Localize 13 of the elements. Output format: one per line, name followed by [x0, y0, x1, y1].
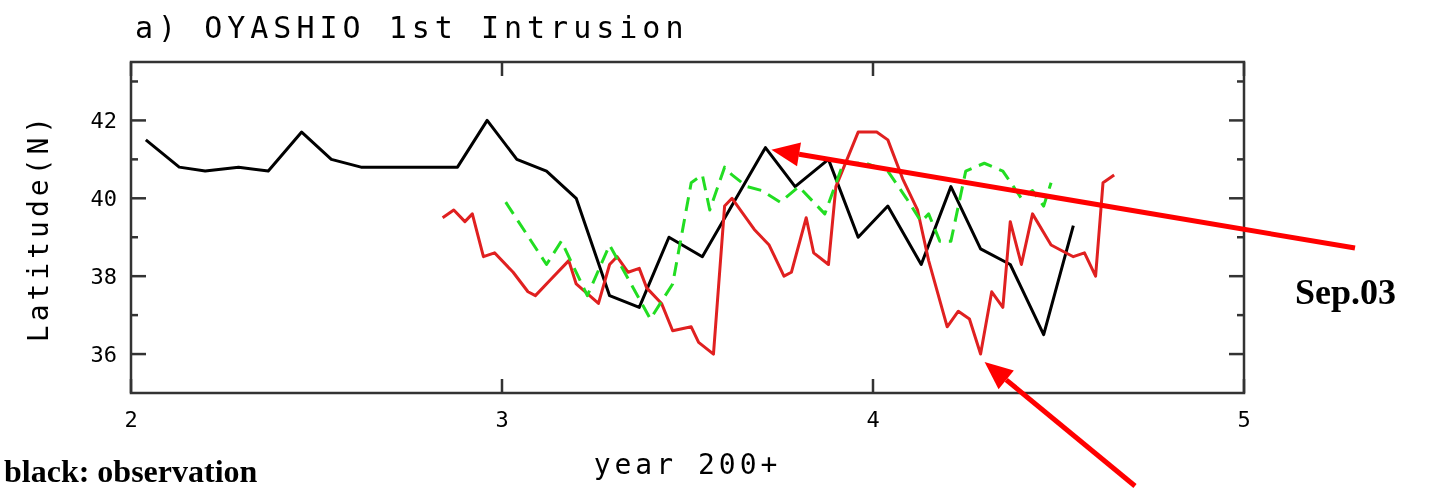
y-tick-label: 36	[90, 341, 117, 367]
x-tick-label: 2	[124, 407, 138, 432]
y-tick-label: 42	[90, 107, 117, 133]
text: black: observation	[4, 453, 258, 489]
y-axis-title: Latitude(N)	[22, 112, 55, 343]
x-axis-title: year 200+	[593, 448, 782, 481]
y-tick-label: 40	[90, 185, 117, 211]
x-tick-label: 5	[1237, 407, 1251, 432]
y-tick-label: 38	[90, 263, 117, 289]
x-tick-label: 4	[866, 407, 880, 432]
x-tick-label: 3	[495, 407, 509, 432]
chart-title: a) OYASHIO 1st Intrusion	[135, 10, 689, 45]
text: Sep.03	[1295, 272, 1397, 312]
